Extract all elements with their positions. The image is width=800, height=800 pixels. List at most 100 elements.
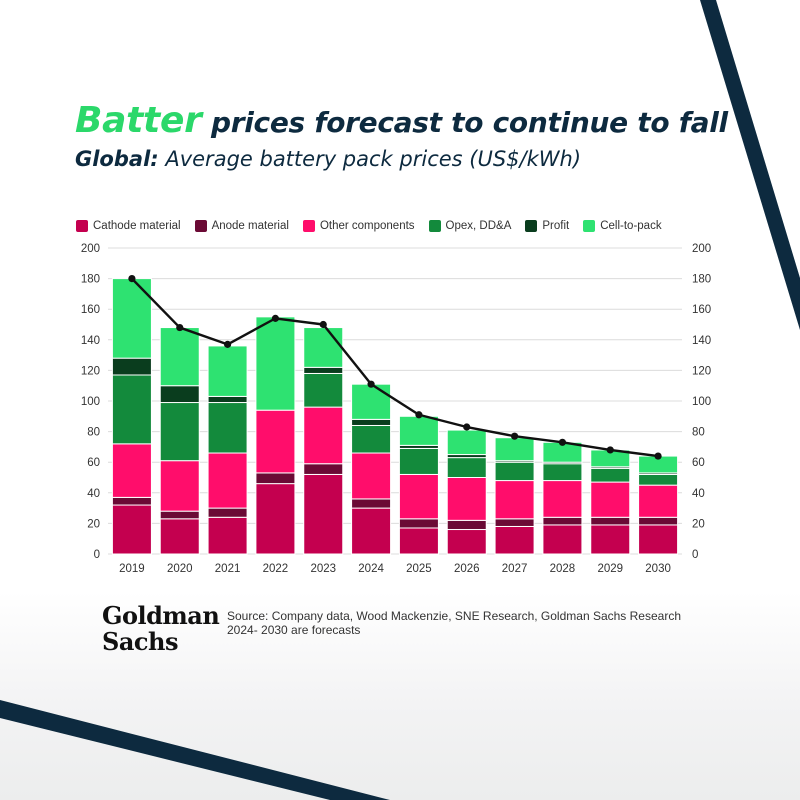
y-tick-label-left: 200 <box>81 243 100 255</box>
y-tick-label-right: 40 <box>692 488 705 500</box>
y-tick-label-right: 60 <box>692 457 705 469</box>
bar-segment-cell-to-pack <box>255 316 296 411</box>
bar-segment-other-components <box>255 409 296 474</box>
total-price-point <box>415 411 423 419</box>
bar-segment-other-components <box>159 460 200 512</box>
source-note: Source: Company data, Wood Mackenzie, SN… <box>227 609 727 637</box>
bar-segment-opex-dd-a <box>590 467 631 483</box>
legend-swatch <box>428 220 441 232</box>
bar-segment-other-components <box>111 443 152 498</box>
bar-segment-anode-material <box>255 472 296 485</box>
bar-segment-opex-dd-a <box>303 372 344 408</box>
total-price-point <box>463 423 471 431</box>
bar-segment-other-components <box>446 477 487 521</box>
bar-segment-anode-material <box>398 518 439 529</box>
bar-segment-anode-material <box>494 518 535 527</box>
bar-segment-cell-to-pack <box>398 415 439 446</box>
y-tick-label-right: 80 <box>692 427 705 439</box>
bar-segment-anode-material <box>638 516 679 526</box>
bar-segment-opex-dd-a <box>351 424 392 454</box>
y-tick-label-right: 160 <box>692 304 711 316</box>
bar-segment-opex-dd-a <box>638 473 679 486</box>
legend-label: Cathode material <box>93 220 181 232</box>
bar-segment-opex-dd-a <box>207 402 248 454</box>
bar-segment-anode-material <box>111 496 152 506</box>
y-tick-label-left: 20 <box>87 518 100 530</box>
y-tick-label-right: 100 <box>692 396 711 408</box>
bar-segment-cathode-material <box>638 524 679 555</box>
bar-segment-profit <box>159 385 200 404</box>
total-price-point <box>510 432 519 440</box>
bar-segment-cell-to-pack <box>159 327 200 387</box>
bar-segment-cathode-material <box>303 473 344 555</box>
title-accent-word: Batter <box>75 100 202 141</box>
bar-segment-opex-dd-a <box>111 374 152 445</box>
bar-segment-cell-to-pack <box>494 437 535 462</box>
legend-item: Anode material <box>194 220 289 232</box>
bar-segment-opex-dd-a <box>159 402 200 462</box>
bar-segment-cathode-material <box>446 529 487 555</box>
bar-segment-cathode-material <box>542 524 583 555</box>
top-right-stripe <box>700 0 800 330</box>
legend-label: Profit <box>542 220 570 232</box>
legend-item: Cathode material <box>76 220 181 232</box>
bar-segment-opex-dd-a <box>542 463 583 482</box>
legend-item: Profit <box>525 220 569 232</box>
bar-segment-cell-to-pack <box>303 327 344 368</box>
page-subtitle: Global: Average battery pack prices (US$… <box>75 147 775 171</box>
x-tick-label: 2025 <box>406 563 432 575</box>
bar-segment-other-components <box>542 480 583 518</box>
bar-segment-other-components <box>351 452 392 500</box>
legend-swatch <box>525 220 538 232</box>
subtitle-description: Average battery pack prices (US$/kWh) <box>158 147 582 171</box>
total-price-point <box>271 314 280 322</box>
bar-segment-cathode-material <box>207 516 248 555</box>
bar-segment-opex-dd-a <box>494 461 535 482</box>
x-tick-label: 2021 <box>215 563 241 575</box>
source-line: Source: Company data, Wood Mackenzie, SN… <box>227 609 681 623</box>
legend-item: Cell-to-pack <box>583 220 662 232</box>
page-title: Batter prices forecast to continue to fa… <box>75 100 775 141</box>
bar-segment-profit <box>351 418 392 426</box>
x-tick-label: 2027 <box>502 563 528 575</box>
legend-swatch <box>76 220 88 232</box>
bar-segment-cathode-material <box>398 527 439 555</box>
bar-segment-other-components <box>398 473 439 520</box>
bar-segment-anode-material <box>446 519 487 531</box>
y-tick-label-right: 120 <box>692 365 711 377</box>
bar-segment-profit <box>207 395 248 404</box>
x-tick-label: 2019 <box>119 563 145 575</box>
bar-segment-cell-to-pack <box>351 383 392 420</box>
bottom-left-stripe <box>0 700 390 800</box>
logo-line-1: Goldman <box>102 601 220 630</box>
y-tick-label-left: 140 <box>81 335 100 347</box>
bar-segment-anode-material <box>542 516 583 526</box>
bar-segment-cathode-material <box>111 504 152 555</box>
bar-segment-other-components <box>207 452 248 509</box>
total-price-point <box>176 323 184 332</box>
logo-line-2: Sachs <box>102 627 178 656</box>
y-tick-label-right: 180 <box>692 274 711 286</box>
y-tick-label-left: 160 <box>81 304 100 316</box>
total-price-point <box>654 452 662 460</box>
y-tick-label-right: 20 <box>692 518 705 530</box>
total-price-point <box>319 320 327 329</box>
bar-segment-cell-to-pack <box>111 278 152 359</box>
bar-segment-anode-material <box>159 510 200 520</box>
y-tick-label-left: 100 <box>81 396 100 408</box>
x-tick-label: 2028 <box>550 563 576 575</box>
subtitle-region: Global: <box>75 147 159 171</box>
total-price-point <box>128 275 136 283</box>
bar-segment-anode-material <box>351 498 392 509</box>
x-tick-label: 2026 <box>454 563 480 575</box>
y-tick-label-right: 140 <box>692 335 711 347</box>
y-tick-label-left: 40 <box>87 488 100 500</box>
legend-swatch <box>302 220 315 232</box>
bar-segment-opex-dd-a <box>398 447 439 475</box>
x-tick-label: 2020 <box>167 563 193 575</box>
total-price-point <box>223 340 232 348</box>
title-rest: prices forecast to continue to fall <box>201 106 728 139</box>
legend-item: Opex, DD&A <box>428 220 511 232</box>
